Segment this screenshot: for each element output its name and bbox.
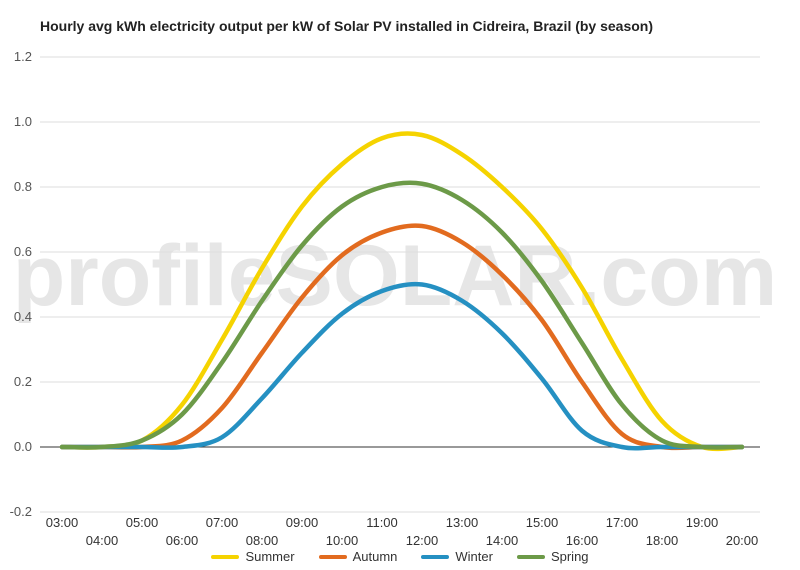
x-tick-label: 14:00: [486, 533, 519, 548]
legend-item-autumn[interactable]: Autumn: [318, 549, 398, 564]
x-tick-label: 16:00: [566, 533, 599, 548]
legend-item-winter[interactable]: Winter: [421, 549, 493, 564]
x-tick-label: 12:00: [406, 533, 439, 548]
x-tick-label: 10:00: [326, 533, 359, 548]
x-tick-label: 05:00: [126, 515, 159, 530]
chart-title: Hourly avg kWh electricity output per kW…: [40, 18, 654, 34]
x-tick-label: 19:00: [686, 515, 719, 530]
y-tick-label: 0.0: [14, 439, 32, 454]
legend-swatch: [516, 554, 545, 559]
x-tick-label: 09:00: [286, 515, 319, 530]
series-line-autumn: [59, 223, 745, 451]
legend: Summer Autumn Winter Spring: [0, 549, 800, 564]
legend-swatch: [421, 554, 450, 559]
x-tick-label: 08:00: [246, 533, 279, 548]
x-tick-label: 04:00: [86, 533, 119, 548]
x-tick-label: 13:00: [446, 515, 479, 530]
x-tick-label: 15:00: [526, 515, 559, 530]
y-tick-label: 0.2: [14, 374, 32, 389]
y-tick-label: -0.2: [10, 504, 32, 519]
x-tick-label: 18:00: [646, 533, 679, 548]
x-tick-labels: 03:00 04:00 05:00 06:00 07:00 08:00 09:00 10:00…: [46, 515, 759, 548]
legend-label: Winter: [455, 549, 493, 564]
legend-swatch: [211, 554, 240, 559]
series-line-winter: [59, 281, 745, 451]
legend-item-spring[interactable]: Spring: [516, 549, 589, 564]
y-tick-label: 0.6: [14, 244, 32, 259]
legend-label: Summer: [245, 549, 295, 564]
x-tick-label: 07:00: [206, 515, 239, 530]
x-tick-label: 17:00: [606, 515, 639, 530]
x-tick-label: 03:00: [46, 515, 79, 530]
x-tick-label: 11:00: [366, 515, 398, 530]
legend-swatch: [318, 554, 347, 559]
legend-label: Autumn: [352, 549, 398, 564]
series-line-spring: [59, 180, 745, 450]
x-tick-label: 06:00: [166, 533, 199, 548]
legend-label: Spring: [550, 549, 589, 564]
y-tick-label: 0.8: [14, 179, 32, 194]
y-tick-label: 1.0: [14, 114, 32, 129]
y-tick-labels: 1.2 1.0 0.8 0.6 0.4 0.2 0.0 -0.2: [10, 49, 32, 519]
watermark: profileSOLAR.com: [13, 228, 778, 324]
series-lines: [59, 131, 745, 452]
series-line-summer: [59, 131, 745, 452]
y-tick-label: 1.2: [14, 49, 32, 64]
legend-item-summer[interactable]: Summer: [211, 549, 295, 564]
x-tick-label: 20:00: [726, 533, 759, 548]
y-tick-label: 0.4: [14, 309, 32, 324]
